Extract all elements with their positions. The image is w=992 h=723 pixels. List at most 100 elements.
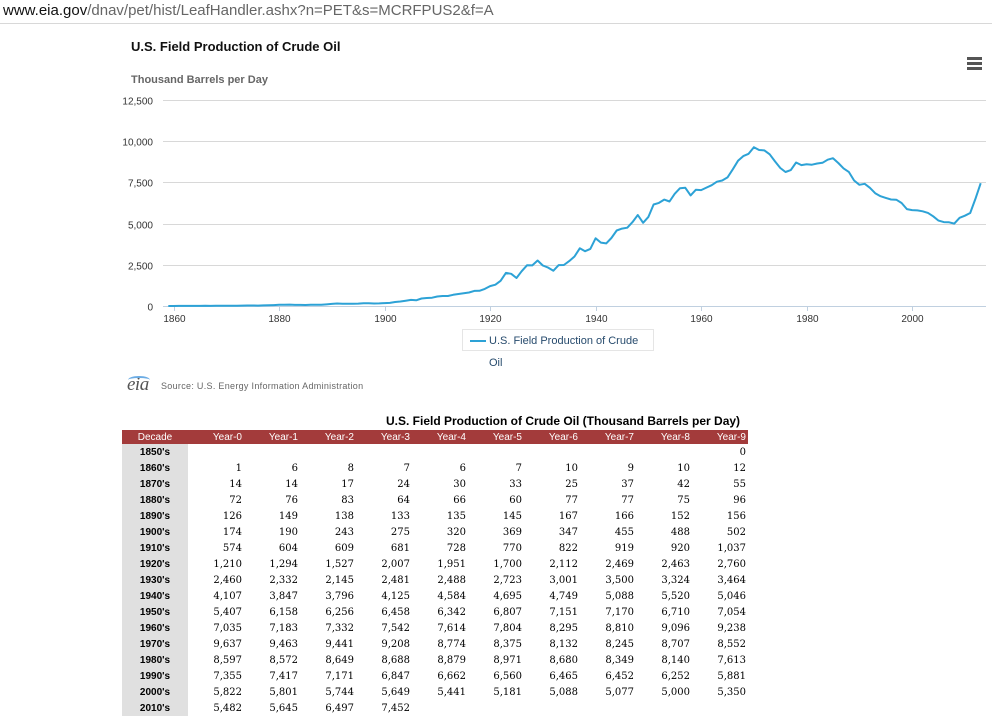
value-cell: 5,407 [213,606,242,618]
y-tick-label: 7,500 [128,179,153,190]
value-cell: 5,520 [661,590,690,602]
value-cell: 1,037 [717,542,746,554]
y-tick-label: 2,500 [128,262,153,273]
value-cell: 6,452 [605,670,634,682]
decade-cell: 1970's [122,636,188,652]
value-cell: 574 [222,542,242,554]
value-cell: 8,688 [381,654,410,666]
value-cell: 7 [403,462,410,474]
y-tick-label: 0 [147,303,153,314]
value-cell: 5,077 [605,686,634,698]
value-cell: 138 [334,510,354,522]
value-cell: 3,796 [325,590,354,602]
x-tick-label: 1920 [479,314,502,325]
decade-cell: 1950's [122,604,188,620]
chart-menu-icon[interactable] [967,57,983,71]
decade-cell: 1850's [122,444,188,460]
value-cell: 7,804 [493,622,522,634]
value-cell: 8,774 [437,638,466,650]
value-cell: 6 [459,462,466,474]
value-cell: 369 [502,526,522,538]
column-header-decade: Decade [122,430,188,444]
value-cell: 2,469 [605,558,634,570]
value-cell: 6,252 [661,670,690,682]
value-cell: 33 [509,478,522,490]
value-cell: 7,614 [437,622,466,634]
table-row: 1970's 9,637 9,463 9,441 9,208 8,774 8,375 8,13… [122,636,748,652]
value-cell: 7,542 [381,622,410,634]
x-tick-label: 1960 [690,314,713,325]
value-cell: 5,822 [213,686,242,698]
value-cell: 609 [334,542,354,554]
column-header-year: Year-4 [412,430,468,444]
value-cell: 502 [726,526,746,538]
table-row: 1860's 1 6 8 7 6 7 10 9 10 12 [122,460,748,476]
value-cell: 5,441 [437,686,466,698]
legend-item[interactable]: U.S. Field Production of Crude Oil [462,329,654,369]
value-cell: 55 [733,478,746,490]
value-cell: 9,096 [661,622,690,634]
column-header-year: Year-3 [356,430,412,444]
value-cell: 7 [515,462,522,474]
value-cell: 919 [614,542,634,554]
source-text: Source: U.S. Energy Information Administ… [161,381,364,391]
value-cell: 60 [509,494,522,506]
value-cell: 3,847 [269,590,298,602]
decade-cell: 1880's [122,492,188,508]
value-cell [580,700,636,716]
table-row: 1920's 1,210 1,294 1,527 2,007 1,951 1,700 2,11… [122,556,748,572]
value-cell: 6,458 [381,606,410,618]
series-line [168,146,982,307]
table-row: 1900's 174 190 243 275 320 369 347 455 488 502 [122,524,748,540]
value-cell: 1,294 [269,558,298,570]
value-cell: 8 [347,462,354,474]
value-cell: 7,613 [717,654,746,666]
value-cell: 4,107 [213,590,242,602]
value-cell: 6,807 [493,606,522,618]
value-cell: 14 [285,478,298,490]
value-cell [468,700,524,716]
value-cell [412,700,468,716]
value-cell: 83 [341,494,354,506]
value-cell: 8,707 [661,638,690,650]
value-cell: 2,723 [493,574,522,586]
value-cell: 9,238 [717,622,746,634]
column-header-year: Year-9 [692,430,748,444]
value-cell: 604 [278,542,298,554]
value-cell: 681 [390,542,410,554]
value-cell: 3,500 [605,574,634,586]
value-cell: 152 [670,510,690,522]
value-cell: 2,460 [213,574,242,586]
y-tick-label: 10,000 [122,138,153,149]
value-cell: 9 [627,462,634,474]
value-cell: 5,649 [381,686,410,698]
value-cell [468,444,524,460]
value-cell: 1 [235,462,242,474]
value-cell [636,444,692,460]
x-tick-label: 1900 [374,314,397,325]
table-row: 1850's 0 [122,444,748,460]
value-cell: 8,375 [493,638,522,650]
value-cell: 37 [621,478,634,490]
value-cell: 7,054 [717,606,746,618]
value-cell: 8,245 [605,638,634,650]
value-cell: 6,465 [549,670,578,682]
value-cell: 347 [558,526,578,538]
value-cell: 320 [446,526,466,538]
address-bar[interactable]: www.eia.gov/dnav/pet/hist/LeafHandler.as… [0,0,992,22]
column-header-year: Year-1 [244,430,300,444]
value-cell: 5,000 [661,686,690,698]
value-cell: 156 [726,510,746,522]
value-cell: 5,350 [717,686,746,698]
value-cell: 5,088 [549,686,578,698]
legend-swatch [470,340,486,342]
value-cell: 5,801 [269,686,298,698]
decade-cell: 1860's [122,460,188,476]
value-cell: 133 [390,510,410,522]
value-cell: 5,088 [605,590,634,602]
value-cell: 7,035 [213,622,242,634]
value-cell: 7,171 [325,670,354,682]
value-cell: 8,971 [493,654,522,666]
value-cell: 5,482 [213,702,242,714]
value-cell: 6,256 [325,606,354,618]
